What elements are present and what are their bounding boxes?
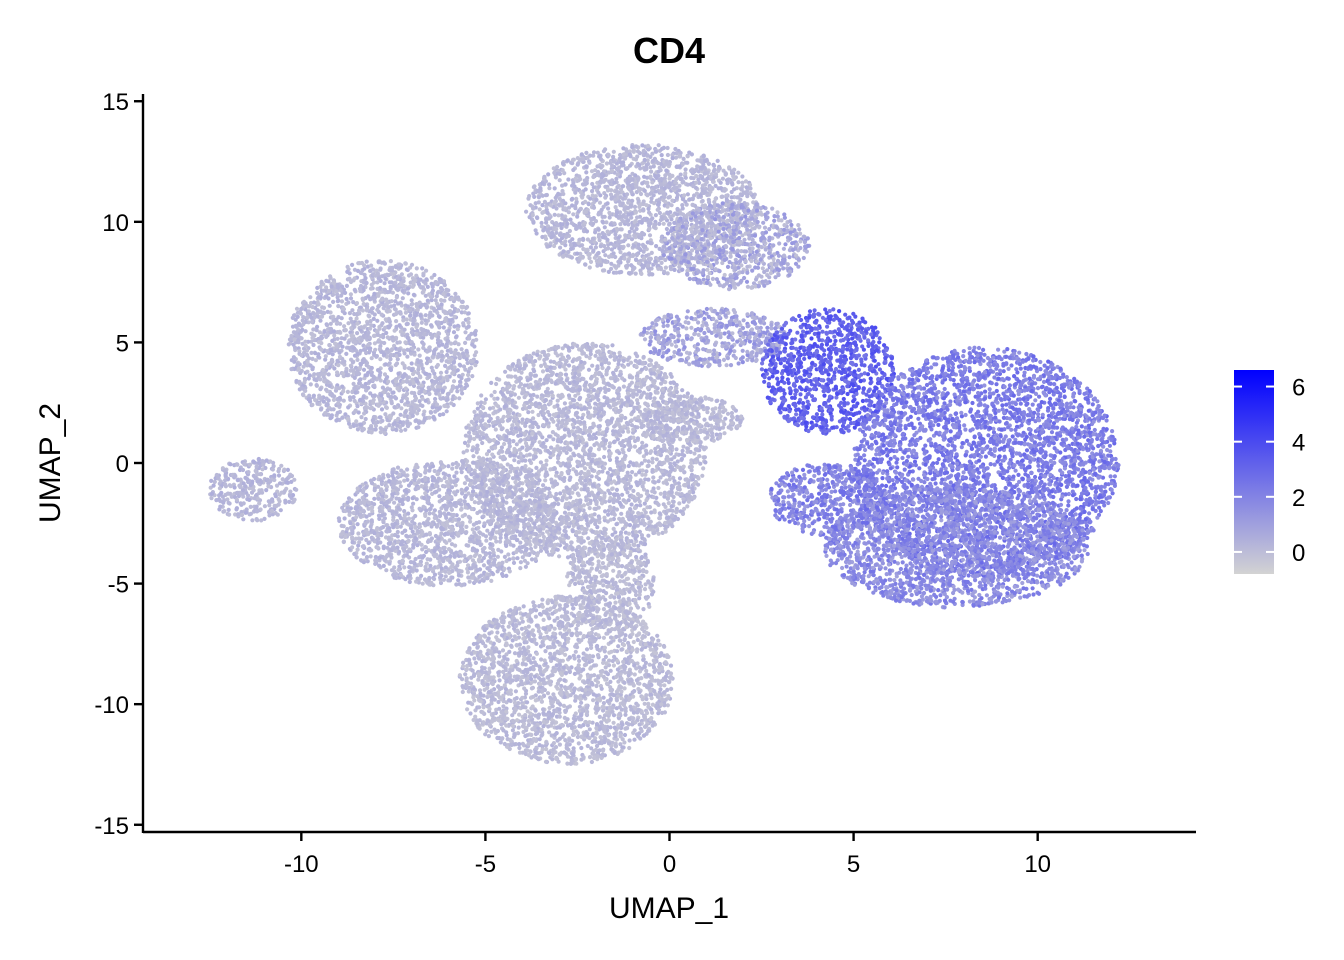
y-axis-ticks: -15 -10 -5 0 5 10 15 bbox=[94, 89, 143, 840]
colorbar-tick-label: 4 bbox=[1292, 430, 1305, 457]
colorbar bbox=[1234, 370, 1274, 574]
cluster-bottom-stalk bbox=[565, 535, 656, 633]
y-tick-label: -15 bbox=[94, 813, 129, 840]
cluster-far-left-island bbox=[208, 456, 299, 523]
cluster-cd4-left-tail bbox=[768, 462, 889, 538]
cluster-left-mid bbox=[336, 459, 561, 588]
chart-title: CD4 bbox=[633, 30, 705, 71]
cluster-cd4-main-lower bbox=[823, 485, 1090, 610]
colorbar-tick-label: 6 bbox=[1292, 375, 1305, 402]
y-tick-label: 5 bbox=[116, 330, 129, 357]
x-tick-label: -5 bbox=[475, 851, 496, 878]
y-tick-label: -5 bbox=[108, 572, 129, 599]
x-axis-ticks: -10 -5 0 5 10 bbox=[284, 832, 1051, 878]
x-tick-label: 0 bbox=[663, 851, 676, 878]
colorbar-tick-label: 0 bbox=[1292, 540, 1305, 567]
colorbar-ticks: 0 2 4 6 bbox=[1234, 375, 1305, 567]
colorbar-tick-label: 2 bbox=[1292, 485, 1305, 512]
cluster-top-upper-right bbox=[660, 201, 812, 292]
x-tick-label: -10 bbox=[284, 851, 319, 878]
x-tick-label: 10 bbox=[1024, 851, 1051, 878]
cluster-center-small-blob bbox=[641, 394, 745, 446]
y-tick-label: 0 bbox=[116, 451, 129, 478]
y-tick-label: -10 bbox=[94, 692, 129, 719]
y-tick-label: 10 bbox=[102, 210, 129, 237]
y-axis-title: UMAP_2 bbox=[34, 403, 67, 523]
cluster-upper-left-lobe bbox=[286, 259, 479, 436]
scatter-points bbox=[208, 143, 1121, 766]
cluster-bottom-lobe bbox=[457, 594, 675, 766]
x-tick-label: 5 bbox=[847, 851, 860, 878]
x-axis-title: UMAP_1 bbox=[609, 892, 729, 925]
cluster-bridge bbox=[638, 306, 788, 369]
y-tick-label: 15 bbox=[102, 89, 129, 116]
